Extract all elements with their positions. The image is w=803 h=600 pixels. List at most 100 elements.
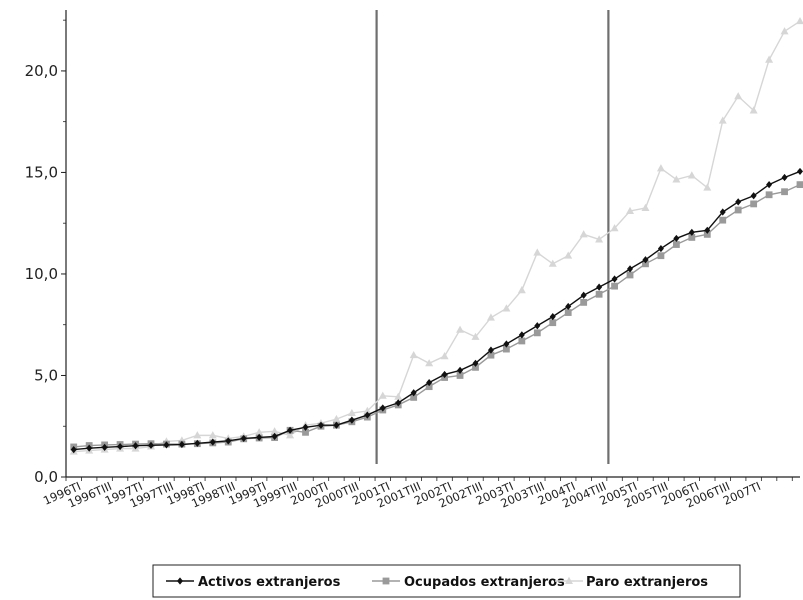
data-point: [378, 391, 387, 399]
data-point: [750, 200, 758, 208]
data-point: [410, 394, 418, 401]
data-point: [486, 313, 495, 321]
data-point: [395, 399, 402, 407]
chart-axes: 0,05,010,015,020,01996TI1996TIII1997TI19…: [25, 10, 800, 511]
data-point: [302, 428, 309, 436]
data-point: [317, 421, 324, 429]
data-point: [749, 106, 758, 114]
vertical-markers: [375, 10, 610, 464]
data-point: [70, 445, 77, 454]
data-point: [766, 181, 773, 189]
data-point: [502, 304, 511, 312]
data-point: [718, 116, 727, 124]
data-point: [194, 439, 201, 447]
data-point: [595, 290, 603, 298]
legend-swatch-marker: [565, 576, 573, 584]
data-point: [208, 431, 217, 439]
legend-item: Activos extranjeros: [166, 575, 341, 590]
y-tick-label: 10,0: [25, 265, 58, 283]
data-point: [348, 416, 355, 424]
data-point: [487, 351, 495, 359]
data-point: [750, 192, 757, 200]
data-point: [719, 208, 726, 216]
y-tick-label: 0,0: [34, 468, 58, 486]
series-line: [73, 183, 801, 448]
data-point: [457, 366, 464, 375]
data-point: [672, 241, 680, 248]
data-point: [225, 437, 232, 445]
data-point: [178, 440, 185, 449]
data-point: [549, 319, 557, 327]
data-point: [363, 406, 372, 415]
data-point: [626, 271, 634, 279]
data-point: [503, 340, 510, 348]
data-point: [580, 298, 588, 306]
data-point: [549, 312, 556, 321]
data-point: [781, 188, 788, 196]
data-point: [610, 224, 619, 232]
data-point: [642, 260, 649, 268]
data-point: [796, 181, 803, 189]
data-point: [611, 275, 618, 283]
data-point: [564, 309, 572, 316]
data-point: [209, 438, 216, 446]
data-point: [734, 206, 742, 214]
data-point: [780, 27, 789, 35]
data-point: [796, 16, 803, 25]
legend-item: Paro extranjeros: [555, 575, 708, 590]
series-ocupados-extranjeros: [70, 181, 803, 451]
legend-swatch-marker: [382, 577, 390, 585]
data-point: [533, 329, 541, 337]
data-point: [147, 441, 154, 449]
data-point: [781, 173, 788, 182]
data-point: [163, 441, 170, 449]
data-point: [101, 443, 108, 451]
data-point: [332, 414, 341, 423]
data-point: [409, 350, 418, 359]
data-point: [425, 359, 434, 367]
legend-label: Paro extranjeros: [586, 575, 708, 590]
data-point: [394, 392, 403, 400]
data-point: [579, 230, 588, 238]
data-point: [735, 198, 742, 206]
data-point: [456, 325, 465, 333]
data-point: [456, 372, 464, 379]
data-point: [687, 171, 696, 179]
data-point: [364, 411, 371, 419]
data-point: [347, 408, 356, 417]
data-point: [734, 92, 743, 100]
data-point: [333, 421, 340, 429]
series-activos-extranjeros: [70, 167, 803, 454]
data-point: [688, 228, 695, 236]
data-point: [193, 431, 202, 439]
data-point: [673, 234, 680, 243]
data-point: [441, 370, 448, 379]
data-point: [472, 359, 479, 367]
data-point: [271, 432, 278, 440]
data-point: [611, 282, 618, 290]
series-group: [69, 16, 803, 455]
data-point: [657, 252, 665, 260]
data-point: [704, 226, 711, 234]
legend-label: Activos extranjeros: [198, 575, 341, 590]
data-point: [379, 404, 386, 412]
data-point: [533, 248, 542, 256]
data-point: [626, 206, 635, 215]
data-point: [517, 286, 526, 294]
data-point: [240, 434, 247, 443]
data-point: [410, 389, 417, 397]
legend-item: Ocupados extranjeros: [372, 575, 565, 590]
data-point: [797, 167, 803, 176]
data-point: [287, 426, 294, 434]
data-point: [270, 427, 279, 435]
data-point: [548, 259, 557, 267]
data-point: [657, 244, 664, 253]
data-point: [765, 55, 774, 63]
data-point: [534, 322, 541, 330]
legend-swatch-marker: [177, 577, 183, 585]
data-point: [472, 363, 479, 371]
data-point: [518, 331, 525, 339]
data-point: [487, 346, 494, 354]
data-point: [471, 332, 480, 340]
